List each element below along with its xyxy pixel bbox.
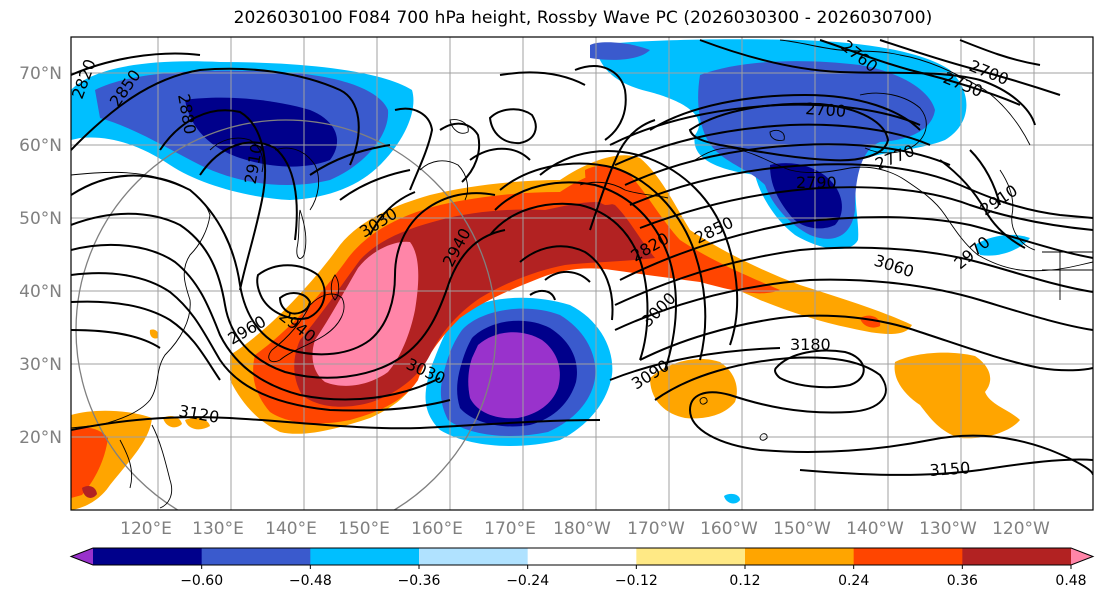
contour-label: 2700: [805, 99, 847, 121]
colorbar-segment: [853, 548, 963, 565]
map-frame: [70, 36, 1094, 511]
colorbar-segment: [527, 548, 637, 565]
colorbar-outline: [69, 547, 1095, 566]
colorbar-segment: [310, 548, 420, 565]
lon-label: 170°W: [627, 519, 685, 539]
lat-label: 70°N: [19, 64, 62, 84]
lon-label: 130°W: [919, 519, 977, 539]
colorbar-segment: [962, 548, 1072, 565]
map-area: 2820 2850 2880 2910 3030 2940 2940 2960 …: [71, 37, 1093, 510]
longitude-axis: 120°E 130°E 140°E 150°E 160°E 170°E 180°…: [120, 519, 1050, 539]
lon-label: 160°E: [411, 519, 463, 539]
lon-label: 170°E: [484, 519, 536, 539]
lat-label: 20°N: [19, 428, 62, 448]
colorbar-segment: [93, 548, 203, 565]
contour-label: 3150: [929, 458, 971, 480]
lon-label: 150°W: [773, 519, 831, 539]
colorbar-extend-min: [71, 548, 93, 565]
colorbar-tick-label: 0.48: [1055, 573, 1086, 589]
lat-label: 50°N: [19, 209, 62, 229]
colorbar-extend-max: [1071, 548, 1093, 565]
lon-label: 180°W: [553, 519, 611, 539]
lon-label: 160°W: [700, 519, 758, 539]
latitude-axis: 70°N 60°N 50°N 40°N 30°N 20°N: [19, 64, 62, 448]
colorbar-tick-label: −0.60: [180, 573, 223, 589]
contour-label: 2790: [796, 173, 837, 192]
lon-label: 120°W: [992, 519, 1050, 539]
colorbar-tick-label: 0.12: [729, 573, 760, 589]
colorbar-tick-label: −0.24: [506, 573, 549, 589]
height-contours: [71, 39, 1093, 476]
colorbar: −0.60 −0.48 −0.36 −0.24 −0.12 0.12 0.24 0.36 0.4…: [69, 547, 1095, 589]
lon-label: 140°W: [846, 519, 904, 539]
lat-label: 60°N: [19, 136, 62, 156]
lat-label: 40°N: [19, 282, 62, 302]
lat-label: 30°N: [19, 355, 62, 375]
colorbar-tick-label: −0.48: [289, 573, 332, 589]
lon-label: 120°E: [120, 519, 172, 539]
lon-label: 150°E: [338, 519, 390, 539]
colorbar-tick-label: 0.24: [838, 573, 869, 589]
page-title: 2026030100 F084 700 hPa height, Rossby W…: [233, 8, 933, 28]
contour-label: 3180: [790, 335, 831, 354]
lon-label: 130°E: [192, 519, 244, 539]
colorbar-tick-label: −0.12: [615, 573, 658, 589]
colorbar-tick-label: −0.36: [398, 573, 441, 589]
colorbar-segment: [745, 548, 855, 565]
colorbar-segment: [419, 548, 529, 565]
lon-label: 140°E: [265, 519, 317, 539]
colorbar-tick-label: 0.36: [947, 573, 978, 589]
colorbar-segment: [201, 548, 311, 565]
colorbar-segment: [636, 548, 746, 565]
